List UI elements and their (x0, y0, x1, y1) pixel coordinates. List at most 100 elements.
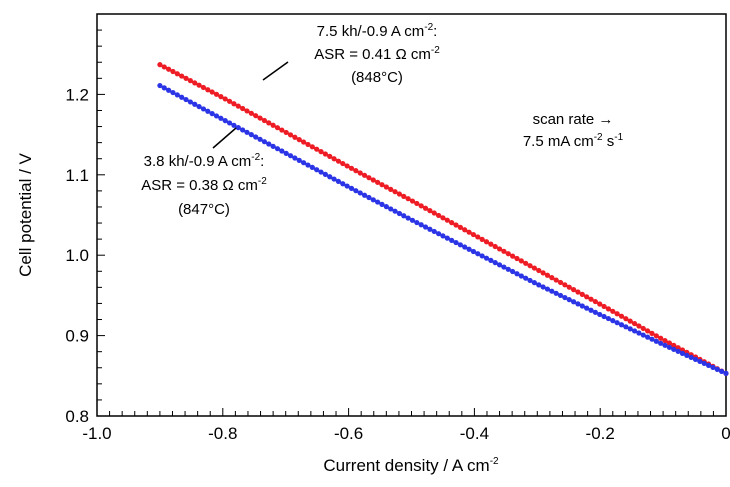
data-point (375, 179, 381, 185)
data-point (366, 175, 372, 181)
data-point (261, 139, 268, 145)
data-point (662, 342, 668, 348)
data-point (414, 200, 420, 207)
data-point (296, 157, 302, 163)
data-point (209, 89, 215, 95)
data-point (457, 224, 463, 230)
data-point (614, 320, 620, 326)
data-point (610, 318, 616, 324)
data-point (597, 311, 603, 318)
data-point (584, 294, 590, 300)
data-point (570, 287, 577, 293)
x-tick-label: -1.0 (82, 424, 111, 443)
data-point (331, 156, 337, 162)
data-point (370, 177, 376, 183)
data-point (279, 148, 285, 154)
data-point (222, 118, 228, 124)
data-point (353, 168, 359, 174)
data-point (483, 239, 490, 245)
annotation-blue-line2: ASR = 0.38 Ω cm-2 (141, 176, 267, 194)
annotation-red: 7.5 kh/-0.9 A cm-2: ASR = 0.41 Ω cm-2 (8… (262, 22, 440, 86)
data-point (401, 193, 407, 199)
data-point (544, 272, 551, 278)
data-point (470, 231, 477, 238)
data-point (623, 324, 629, 330)
data-point (566, 297, 572, 303)
data-point (257, 136, 263, 142)
data-point (388, 206, 394, 212)
data-point (475, 234, 481, 240)
data-point (492, 260, 498, 266)
data-point (662, 338, 668, 344)
data-point (623, 316, 629, 322)
data-point (440, 233, 446, 239)
data-point (392, 208, 398, 214)
data-point (544, 286, 551, 292)
data-point (340, 160, 346, 167)
data-point (666, 340, 672, 346)
data-point (714, 366, 720, 372)
data-point (579, 303, 585, 309)
data-point (257, 115, 263, 121)
data-point (244, 108, 250, 114)
data-point (701, 360, 707, 366)
data-point (335, 158, 342, 164)
data-point (475, 251, 481, 257)
data-point (588, 307, 594, 313)
data-point (392, 189, 398, 195)
data-point (479, 253, 485, 259)
data-point (488, 241, 494, 247)
data-point (710, 364, 716, 370)
data-point (231, 101, 237, 107)
annotation-blue-line3: (847°C) (178, 201, 230, 218)
data-point (253, 134, 259, 140)
data-point (418, 222, 424, 228)
x-tick-label: 0 (721, 424, 730, 443)
data-point (496, 246, 503, 252)
data-point (405, 196, 411, 202)
data-point (301, 139, 307, 145)
data-point (483, 255, 490, 261)
data-point (549, 288, 555, 294)
data-point (170, 89, 176, 96)
data-point (444, 217, 450, 223)
data-point (449, 220, 455, 226)
data-point (240, 105, 246, 112)
data-point (248, 110, 254, 116)
data-point (649, 336, 655, 342)
data-point (309, 144, 315, 150)
data-point (379, 182, 385, 188)
data-point (240, 127, 246, 133)
data-point (658, 340, 664, 346)
data-point (536, 267, 542, 274)
data-point (636, 330, 642, 336)
data-point (457, 242, 463, 248)
data-point (588, 296, 594, 302)
data-point (435, 231, 442, 237)
annotation-red-leader (262, 61, 289, 81)
data-point (314, 146, 320, 152)
data-point (292, 134, 298, 140)
data-point (653, 333, 659, 339)
data-point (453, 239, 459, 246)
data-point (592, 298, 598, 305)
data-point (209, 111, 215, 117)
data-point (640, 325, 646, 332)
data-point (614, 311, 620, 317)
data-point (344, 163, 350, 169)
data-point (248, 132, 254, 138)
data-point (244, 129, 250, 135)
data-point (331, 176, 337, 182)
data-point (427, 226, 433, 232)
data-point (287, 153, 294, 159)
y-tick-label: 1.0 (65, 246, 89, 265)
data-point (645, 334, 651, 340)
data-point (344, 183, 350, 189)
data-point (327, 174, 333, 180)
data-point (636, 323, 642, 329)
data-point (205, 87, 211, 93)
data-point (431, 228, 437, 235)
data-point (409, 217, 416, 223)
data-point (719, 368, 725, 374)
